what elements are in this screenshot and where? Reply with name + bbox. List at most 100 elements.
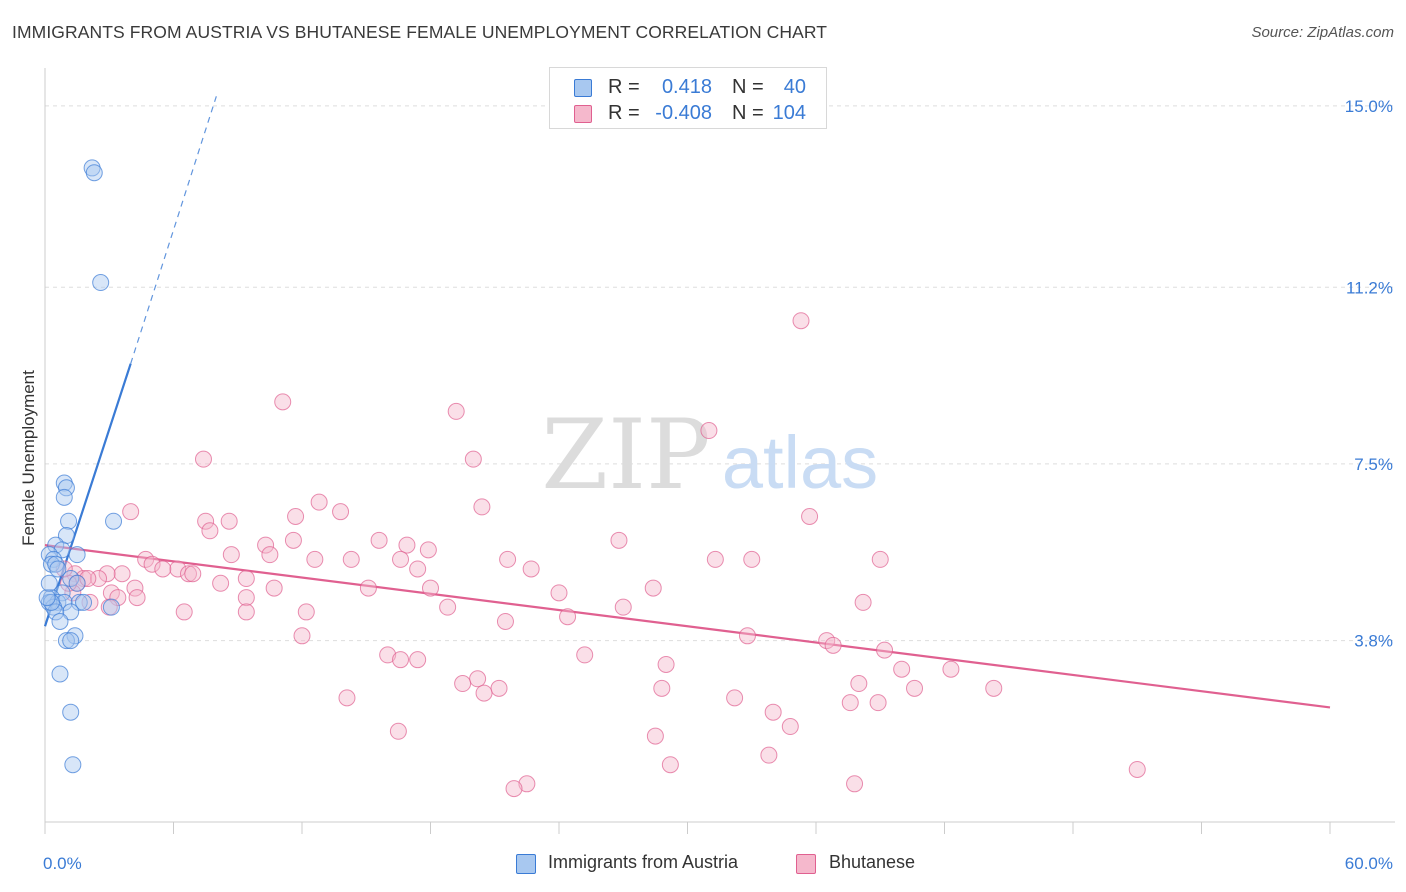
- bhutanese-point: [98, 565, 116, 583]
- bhutanese-point: [764, 703, 782, 721]
- bhutanese-point: [906, 679, 924, 697]
- bhutanese-point: [850, 675, 868, 693]
- bhutanese-point: [706, 550, 724, 568]
- chart-title: IMMIGRANTS FROM AUSTRIA VS BHUTANESE FEM…: [12, 22, 828, 42]
- bhutanese-point: [781, 718, 799, 736]
- bhutanese-point: [284, 531, 302, 549]
- stats-legend: R = 0.418 N = 40 R = -0.408 N = 104: [549, 67, 827, 129]
- bhutanese-point: [550, 584, 568, 602]
- bhutanese-point: [726, 689, 744, 707]
- data-points: [38, 159, 1146, 798]
- stats-row-austria: R = 0.418 N = 40: [550, 76, 826, 102]
- bhutanese-point: [184, 565, 202, 583]
- source-credit: Source: ZipAtlas.com: [1251, 24, 1394, 41]
- n-value: 104: [772, 102, 806, 124]
- bhutanese-point: [841, 694, 859, 712]
- bhutanese-point: [505, 780, 523, 798]
- bhutanese-point: [846, 775, 864, 793]
- bhutanese-point: [499, 550, 517, 568]
- bhutanese-point: [454, 675, 472, 693]
- bhutanese-point: [179, 565, 197, 583]
- bhutanese-point: [942, 660, 960, 678]
- bhutanese-point: [261, 546, 279, 564]
- austria-trendline: [43, 363, 132, 627]
- austria-point: [51, 665, 69, 683]
- n-value: 40: [783, 76, 806, 98]
- bhutanese-point: [342, 550, 360, 568]
- y-tick-label: 15.0%: [1345, 97, 1393, 116]
- bhutanese-point: [869, 694, 887, 712]
- bhutanese-point: [518, 775, 536, 793]
- bhutanese-point: [220, 512, 238, 530]
- austria-point: [105, 512, 123, 530]
- bhutanese-point: [113, 565, 131, 583]
- bhutanese-point: [392, 651, 410, 669]
- y-tick-label: 11.2%: [1346, 278, 1393, 297]
- bhutanese-point: [893, 660, 911, 678]
- austria-point: [92, 274, 110, 292]
- r-label: R =: [608, 102, 640, 124]
- bhutanese-point: [306, 550, 324, 568]
- austria-point: [75, 593, 93, 611]
- austria-point: [102, 598, 120, 616]
- bhutanese-point: [576, 646, 594, 664]
- bhutanese-point: [257, 536, 275, 554]
- austria-point: [55, 593, 73, 611]
- r-value: -0.408: [655, 102, 712, 124]
- x-tick-label: 60.0%: [1345, 854, 1393, 873]
- austria-point: [49, 560, 67, 578]
- bhutanese-point: [222, 546, 240, 564]
- bhutanese-point: [122, 503, 140, 521]
- austria-point: [64, 756, 82, 774]
- austria-point: [51, 612, 69, 630]
- bhutanese-point: [661, 756, 679, 774]
- austria-point: [55, 488, 73, 506]
- r-value: 0.418: [661, 76, 712, 98]
- bhutanese-point: [824, 636, 842, 654]
- bhutanese-point: [496, 612, 514, 630]
- tick-labels: 3.8% 7.5% 11.2% 15.0% 0.0% 60.0%: [43, 97, 1393, 873]
- n-label: N =: [732, 102, 764, 124]
- bhutanese-point: [143, 555, 161, 573]
- bhutanese-point: [439, 598, 457, 616]
- watermark: ZIP atlas: [541, 399, 878, 511]
- bhutanese-point: [522, 560, 540, 578]
- bhutanese-point: [398, 536, 416, 554]
- austria-point: [60, 512, 78, 530]
- bhutanese-point: [212, 574, 230, 592]
- bhutanese-point: [197, 512, 215, 530]
- austria-point: [62, 632, 80, 650]
- stats-row-bhutanese: R = -0.408 N = 104: [550, 102, 826, 128]
- austria-point: [62, 703, 80, 721]
- bhutanese-point: [287, 507, 305, 525]
- y-tick-label: 3.8%: [1354, 632, 1393, 651]
- bhutanese-point: [1128, 760, 1146, 778]
- bhutanese-point: [876, 641, 894, 659]
- bhutanese-point: [297, 603, 315, 621]
- bhutanese-point: [743, 550, 761, 568]
- bhutanese-point: [194, 450, 212, 468]
- legend-label: Immigrants from Austria: [548, 852, 739, 872]
- bhutanese-point: [370, 531, 388, 549]
- bhutanese-point: [310, 493, 328, 511]
- bhutanese-point: [464, 450, 482, 468]
- bhutanese-point: [854, 593, 872, 611]
- austria-point: [47, 603, 65, 621]
- austria-point: [70, 593, 88, 611]
- bhutanese-point: [154, 560, 172, 578]
- y-axis-title: Female Unemployment: [19, 370, 38, 546]
- bhutanese-point: [422, 579, 439, 597]
- austria-point: [85, 164, 103, 182]
- bhutanese-point: [657, 655, 675, 673]
- bhutanese-legend-swatch: [796, 854, 816, 874]
- bhutanese-point: [614, 598, 632, 616]
- bhutanese-point: [700, 422, 718, 440]
- austria-point: [57, 632, 75, 650]
- bhutanese-point: [79, 570, 97, 588]
- bhutanese-point: [338, 689, 356, 707]
- bhutanese-point: [490, 679, 508, 697]
- bhutanese-point: [801, 507, 819, 525]
- bhutanese-point: [274, 393, 292, 411]
- trendlines: [43, 96, 1331, 709]
